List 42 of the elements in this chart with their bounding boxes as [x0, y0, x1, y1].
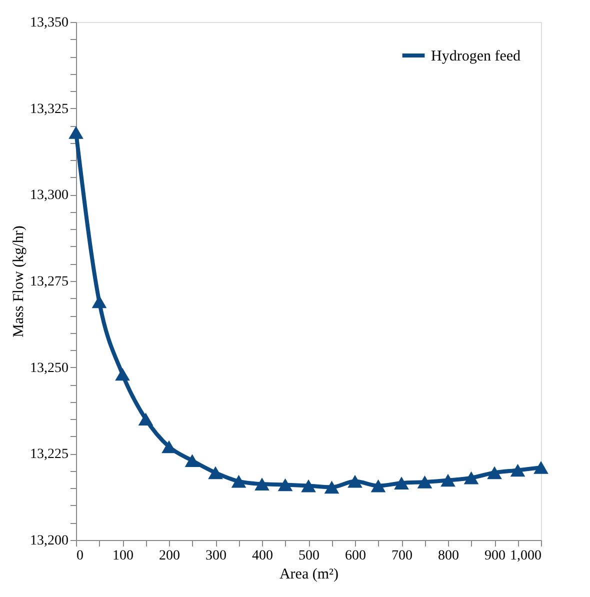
point: [440, 474, 456, 487]
point: [487, 466, 502, 480]
point: [464, 471, 479, 484]
point: [184, 454, 200, 467]
point: [162, 440, 176, 454]
point: [208, 466, 223, 480]
point: [510, 464, 526, 477]
x-tick-label: 0: [76, 548, 84, 564]
x-tick-label: 600: [345, 548, 366, 564]
legend-label: Hydrogen feed: [431, 48, 522, 64]
x-tick-label: 900: [484, 548, 506, 564]
point: [370, 479, 386, 492]
y-tick-label: 13,225: [30, 447, 68, 462]
x-axis-title: Area (m²): [279, 566, 339, 582]
point: [324, 480, 340, 494]
y-tick-label: 13,275: [30, 274, 68, 290]
y-tick-label: 13,200: [30, 534, 68, 548]
x-tick-label: 700: [392, 548, 412, 564]
x-tick-label: 100: [112, 548, 134, 564]
point: [115, 368, 130, 381]
x-tick-label: 500: [298, 548, 320, 564]
x-tick-label: 1,000: [510, 548, 542, 564]
y-tick-label: 13,325: [30, 102, 68, 117]
point: [254, 478, 270, 490]
x-tick-label: 300: [206, 548, 226, 564]
y-axis-title: Mass Flow (kg/hr): [11, 226, 27, 338]
point: [394, 476, 409, 490]
point: [278, 478, 293, 492]
point: [417, 476, 432, 488]
point: [92, 295, 107, 308]
point: [231, 474, 246, 488]
y-tick-label: 13,250: [30, 360, 68, 376]
y-tick-label: 13,350: [30, 16, 68, 30]
y-tick-label: 13,300: [30, 188, 68, 204]
point: [68, 126, 84, 139]
x-tick-label: 200: [159, 548, 180, 564]
point: [534, 461, 548, 474]
x-tick-label: 800: [438, 548, 459, 564]
point: [301, 479, 316, 492]
x-tick-label: 400: [252, 548, 273, 564]
point: [348, 474, 362, 488]
point: [138, 412, 154, 426]
